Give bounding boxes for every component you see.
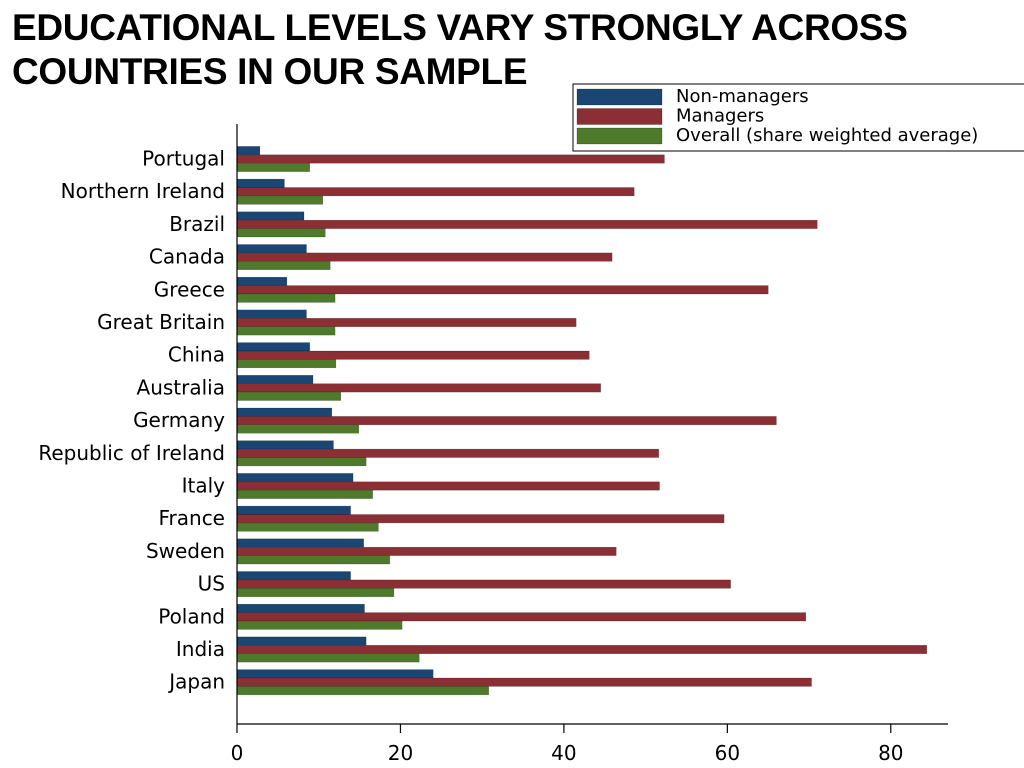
axes-group: 0 20 40 60 80 xyxy=(231,124,948,765)
bar-overall-share-weighted-average-canada xyxy=(236,261,331,270)
bar-overall-share-weighted-average-us xyxy=(236,588,395,597)
bar-managers-australia xyxy=(236,383,601,393)
bar-non-managers-republic-of-ireland xyxy=(236,440,334,450)
bar-non-managers-us xyxy=(236,571,351,581)
category-labels: Portugal Northern Ireland Brazil Canada Gree… xyxy=(38,147,225,694)
category-label-sweden: Sweden xyxy=(146,539,225,563)
bar-managers-greece xyxy=(236,285,769,295)
legend-label-managers: Managers xyxy=(676,106,764,127)
category-label-poland: Poland xyxy=(158,604,225,628)
bar-managers-great-britain xyxy=(236,318,577,327)
bar-non-managers-canada xyxy=(236,244,307,254)
bar-non-managers-sweden xyxy=(236,538,364,548)
bar-managers-canada xyxy=(236,252,613,262)
bar-non-managers-poland xyxy=(236,603,365,613)
bar-overall-share-weighted-average-japan xyxy=(236,686,489,696)
bar-non-managers-portugal xyxy=(236,146,261,156)
slide-title: EDUCATIONAL LEVELS VARY STRONGLY ACROSS … xyxy=(12,6,1012,94)
bar-managers-republic-of-ireland xyxy=(236,448,659,458)
bar-overall-share-weighted-average-india xyxy=(236,653,420,663)
bar-non-managers-greece xyxy=(236,276,288,286)
bar-non-managers-germany xyxy=(236,407,333,417)
bar-overall-share-weighted-average-great-britain xyxy=(236,326,336,336)
x-tick-label-40: 40 xyxy=(551,741,576,765)
bar-managers-poland xyxy=(236,612,807,622)
category-label-us: US xyxy=(198,572,225,596)
bar-non-managers-india xyxy=(236,636,367,646)
legend-swatch-managers xyxy=(576,108,663,125)
bar-overall-share-weighted-average-northern-ireland xyxy=(236,195,324,205)
category-label-greece: Greece xyxy=(154,277,225,301)
bar-managers-sweden xyxy=(236,546,617,556)
x-tick-label-60: 60 xyxy=(715,741,740,765)
category-label-india: India xyxy=(176,637,225,661)
bar-overall-share-weighted-average-australia xyxy=(236,391,342,401)
legend-label-non-managers: Non-managers xyxy=(676,86,809,107)
bar-non-managers-northern-ireland xyxy=(236,178,285,188)
bar-managers-brazil xyxy=(236,219,818,229)
bar-managers-germany xyxy=(236,416,777,426)
bar-non-managers-australia xyxy=(236,375,314,384)
slide-title-line-1: EDUCATIONAL LEVELS VARY STRONGLY ACROSS xyxy=(12,7,908,48)
slide-title-line-2: COUNTRIES IN OUR SAMPLE xyxy=(12,51,528,92)
bar-overall-share-weighted-average-republic-of-ireland xyxy=(236,457,367,467)
bar-overall-share-weighted-average-italy xyxy=(236,489,373,499)
bar-overall-share-weighted-average-poland xyxy=(236,620,403,630)
category-label-portugal: Portugal xyxy=(142,147,225,171)
bar-non-managers-italy xyxy=(236,473,354,483)
bar-managers-us xyxy=(236,579,731,589)
x-tick-label-0: 0 xyxy=(231,741,244,765)
bar-overall-share-weighted-average-germany xyxy=(236,424,360,434)
category-label-republic-of-ireland: Republic of Ireland xyxy=(38,441,225,465)
bar-managers-china xyxy=(236,350,590,360)
category-label-northern-ireland: Northern Ireland xyxy=(61,179,225,203)
x-tick-label-20: 20 xyxy=(388,741,413,765)
bar-overall-share-weighted-average-greece xyxy=(236,293,336,303)
bar-non-managers-great-britain xyxy=(236,309,307,319)
bar-non-managers-brazil xyxy=(236,211,305,221)
bar-overall-share-weighted-average-france xyxy=(236,522,379,532)
bar-managers-portugal xyxy=(236,154,665,164)
legend-label-overall-share-weighted-average: Overall (share weighted average) xyxy=(676,125,978,146)
category-label-australia: Australia xyxy=(137,375,225,399)
category-label-great-britain: Great Britain xyxy=(97,310,225,334)
bars-group xyxy=(236,146,927,696)
bar-non-managers-japan xyxy=(236,669,434,679)
category-label-france: France xyxy=(158,506,225,530)
bar-non-managers-france xyxy=(236,505,351,515)
category-label-japan: Japan xyxy=(167,670,225,694)
category-label-brazil: Brazil xyxy=(169,212,225,236)
category-label-italy: Italy xyxy=(182,474,226,498)
bar-managers-japan xyxy=(236,677,812,687)
category-label-germany: Germany xyxy=(133,408,225,432)
bar-overall-share-weighted-average-portugal xyxy=(236,162,310,172)
legend-swatch-non-managers xyxy=(576,88,663,106)
bar-managers-italy xyxy=(236,481,660,491)
x-tick-label-80: 80 xyxy=(878,741,903,765)
bar-managers-india xyxy=(236,645,927,654)
bar-managers-france xyxy=(236,514,725,524)
bar-managers-northern-ireland xyxy=(236,187,635,197)
bar-non-managers-china xyxy=(236,342,310,352)
category-label-china: China xyxy=(168,343,225,367)
bar-overall-share-weighted-average-brazil xyxy=(236,228,326,238)
legend-swatch-overall-share-weighted-average xyxy=(576,127,663,145)
bar-overall-share-weighted-average-china xyxy=(236,359,337,369)
category-label-canada: Canada xyxy=(149,245,225,269)
bar-overall-share-weighted-average-sweden xyxy=(236,555,391,565)
